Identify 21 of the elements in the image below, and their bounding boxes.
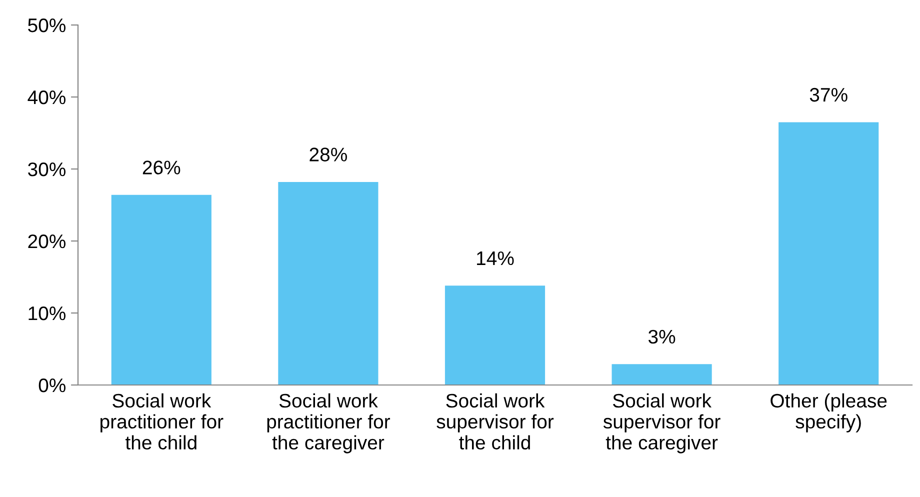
x-tick-label: Social work supervisor for the child	[436, 393, 554, 450]
bar	[444, 286, 546, 385]
data-label: 28%	[310, 148, 347, 162]
x-tick-label: Social work practitioner for the caregiver	[267, 393, 390, 454]
y-tick-label: 0%	[38, 378, 66, 392]
x-tick-label: Other (please specify)	[770, 393, 887, 432]
bar	[278, 182, 378, 385]
x-tick-label: Social work practitioner for the child	[100, 393, 224, 450]
y-tick-label: 10%	[28, 306, 66, 320]
y-tick-label: 20%	[28, 234, 66, 248]
y-tick-label: 50%	[28, 18, 66, 32]
bar	[111, 194, 212, 385]
bar	[612, 364, 712, 385]
y-tick-label: 30%	[28, 162, 66, 176]
data-label: 26%	[142, 160, 180, 174]
x-tick-label: Social work supervisor for the caregiver	[603, 393, 720, 454]
data-label: 14%	[477, 251, 514, 266]
bar	[778, 122, 879, 385]
y-tick-label: 40%	[28, 90, 66, 104]
data-label: 3%	[648, 330, 676, 344]
data-label: 37%	[810, 88, 848, 102]
